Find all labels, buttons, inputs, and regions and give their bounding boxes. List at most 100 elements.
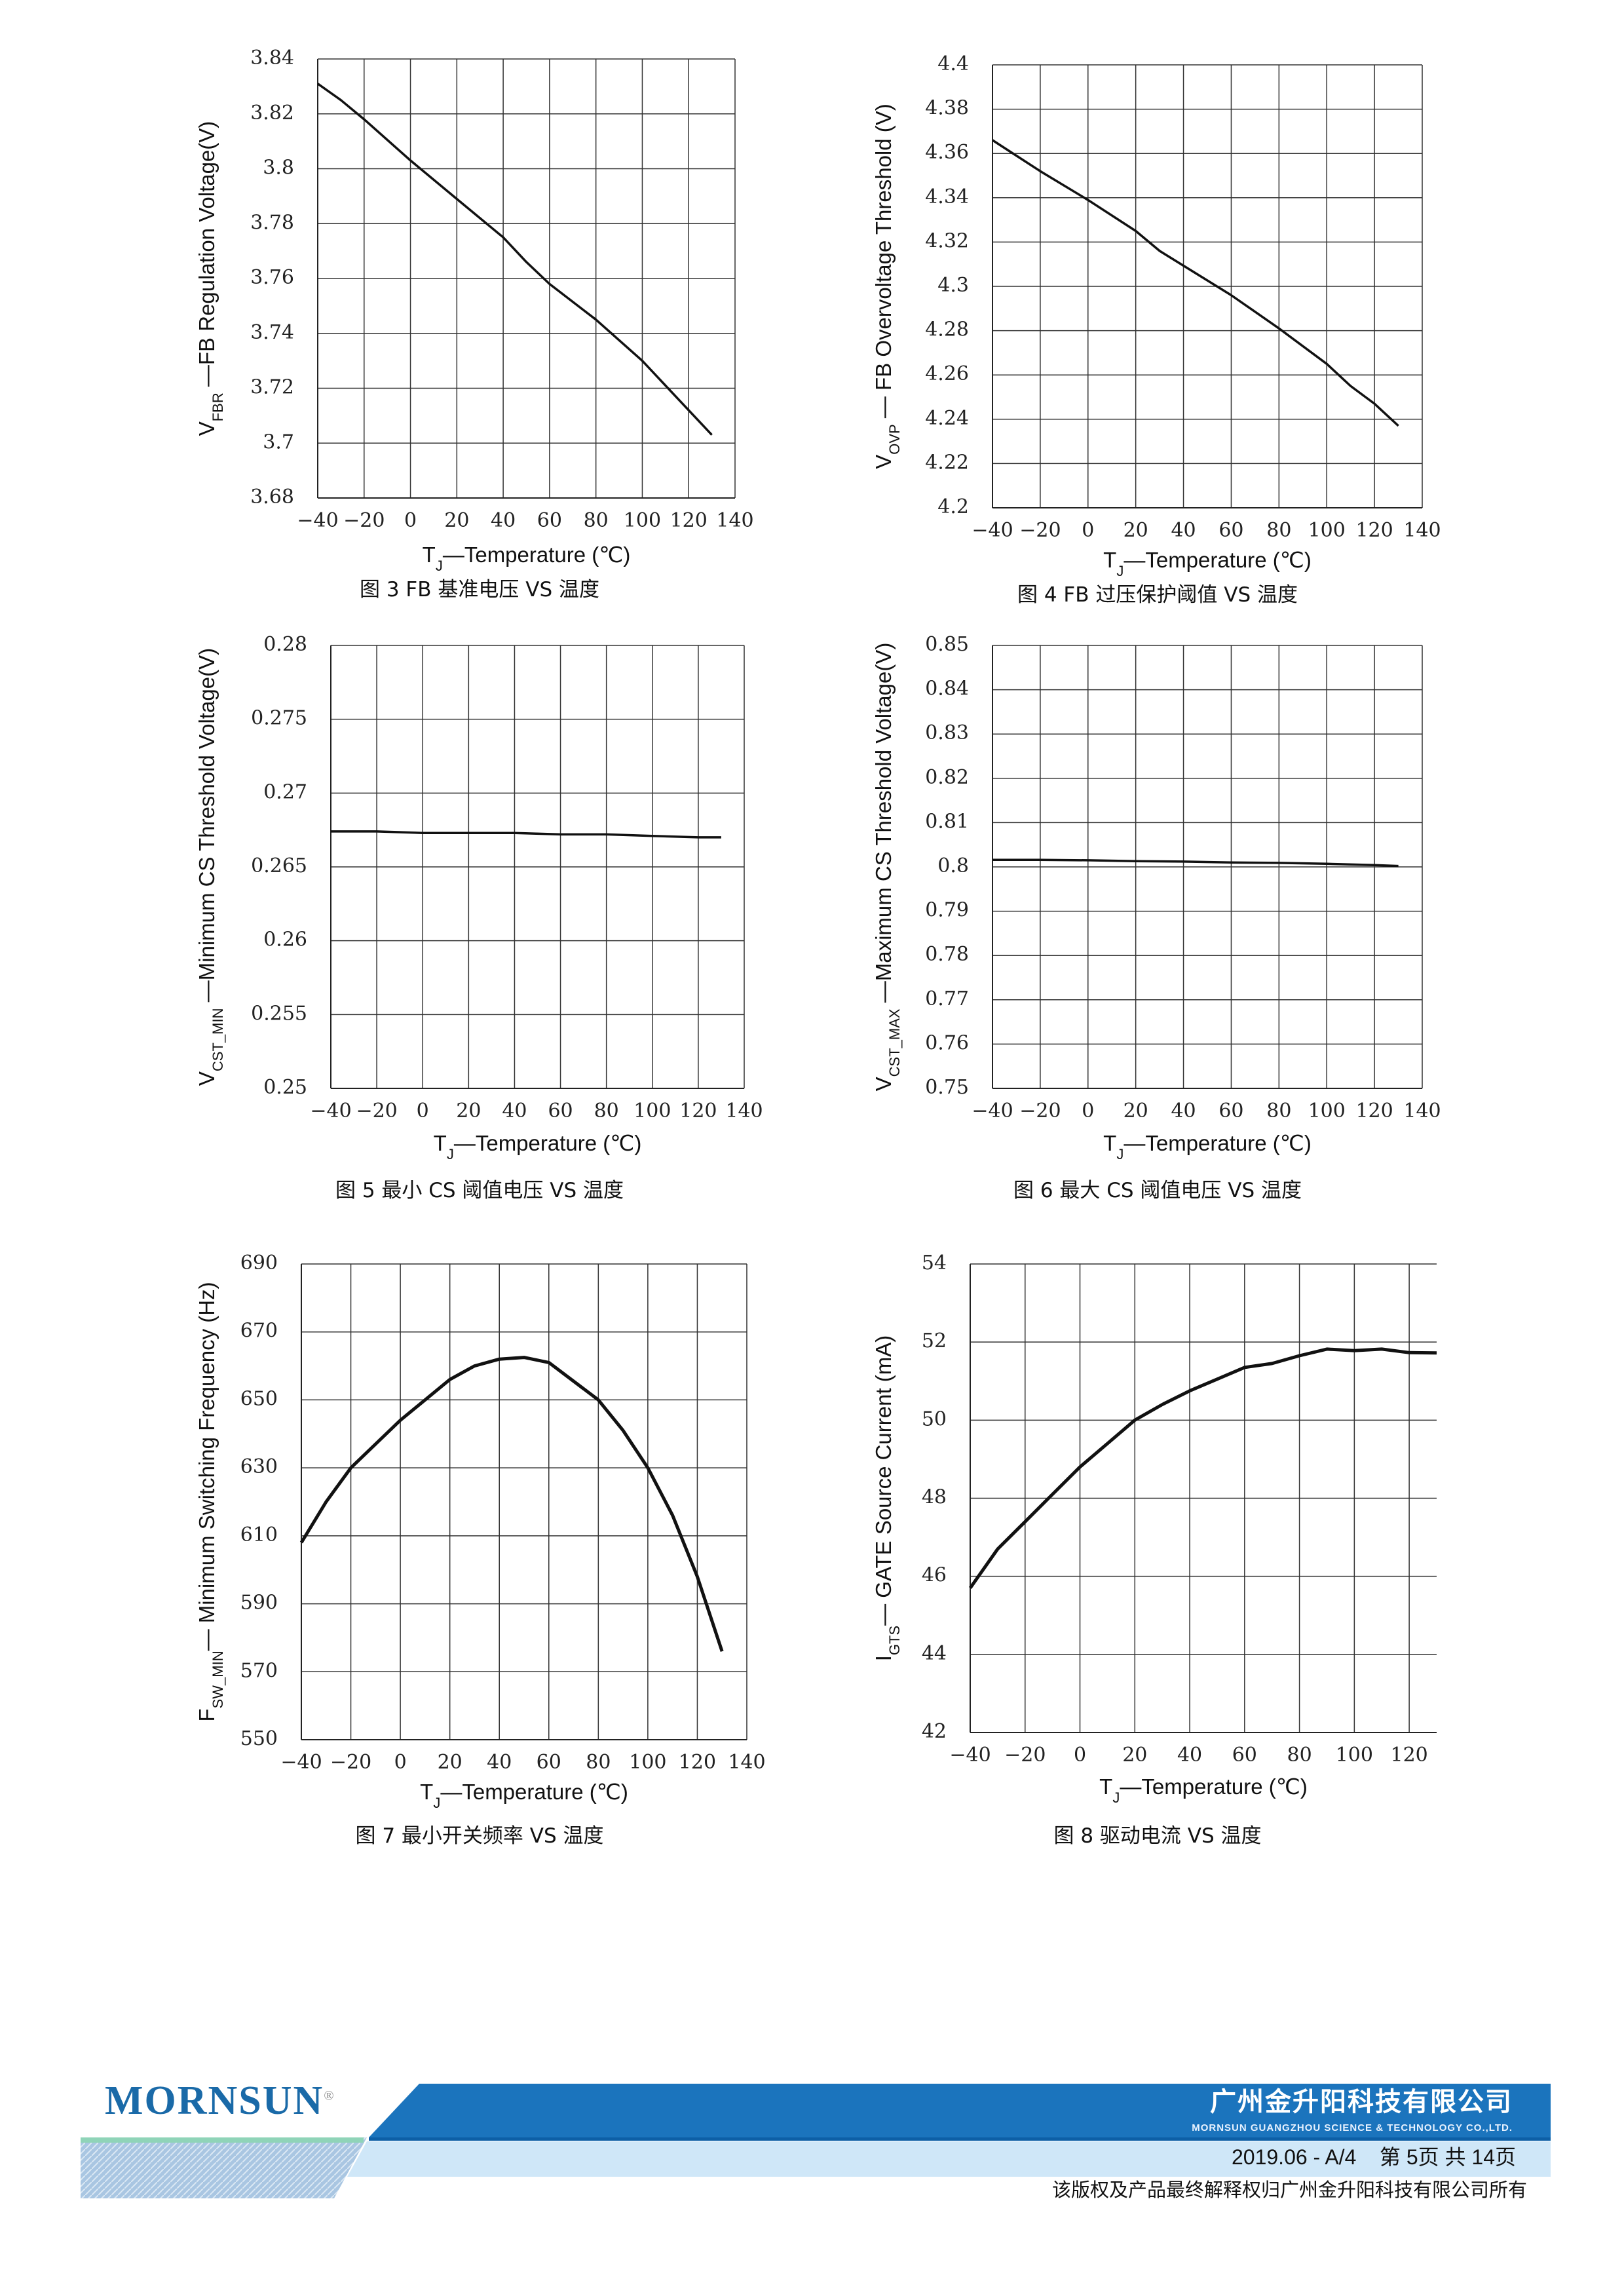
series-line xyxy=(968,1347,1437,1589)
footer-green-stripe xyxy=(81,2137,364,2143)
x-tick-label: 120 xyxy=(679,1100,717,1122)
x-tick-label: 100 xyxy=(633,1100,671,1122)
x-tick-label: 140 xyxy=(725,1100,763,1122)
y-tick-label: 550 xyxy=(240,1727,278,1750)
chart-caption: 图 5 最小 CS 阈值电压 VS 温度 xyxy=(335,1179,624,1202)
y-tick-label: 0.8 xyxy=(937,854,969,877)
y-tick-label: 0.81 xyxy=(925,810,969,833)
y-tick-label: 4.2 xyxy=(937,495,969,518)
x-tick-label: 140 xyxy=(728,1751,765,1774)
y-tick-label: 3.8 xyxy=(263,157,294,180)
x-tick-label: 20 xyxy=(456,1100,481,1122)
x-axis-label-sub: J xyxy=(447,1146,454,1162)
y-tick-label: 4.32 xyxy=(925,229,969,252)
x-tick-label: 60 xyxy=(1218,519,1243,542)
y-tick-label: 4.4 xyxy=(937,52,969,75)
x-tick-label: 100 xyxy=(1336,1744,1373,1767)
x-tick-label: −40 xyxy=(972,1100,1013,1122)
x-axis-label: TJ—Temperature (℃) xyxy=(420,1780,628,1811)
y-tick-label: 3.76 xyxy=(250,266,294,289)
footer-pattern-block xyxy=(81,2137,367,2198)
x-tick-label: 100 xyxy=(629,1751,666,1774)
x-axis-label-rest: —Temperature (℃) xyxy=(454,1131,641,1155)
y-tick-label: 4.22 xyxy=(925,451,969,474)
y-tick-label: 54 xyxy=(922,1252,947,1274)
x-tick-label: 80 xyxy=(584,509,609,532)
x-tick-label: 60 xyxy=(537,509,562,532)
x-tick-label: 40 xyxy=(1171,1100,1196,1122)
x-axis-label-sub: J xyxy=(1112,1789,1120,1806)
footer-blue-band xyxy=(369,2084,1551,2137)
y-tick-label: 4.34 xyxy=(925,185,969,208)
y-tick-label: 4.3 xyxy=(937,274,969,297)
y-axis-label: VCST_MIN —Minimum CS Threshold Voltage(V… xyxy=(195,648,226,1086)
x-axis-label-rest: —Temperature (℃) xyxy=(1124,1131,1311,1155)
x-axis-label: TJ—Temperature (℃) xyxy=(434,1131,642,1162)
x-tick-label: 120 xyxy=(670,509,708,532)
x-axis-label-rest: —Temperature (℃) xyxy=(1124,548,1311,572)
y-tick-label: 0.75 xyxy=(925,1076,969,1099)
x-axis-label-main: T xyxy=(1099,1774,1112,1799)
y-tick-label: 42 xyxy=(922,1720,947,1743)
x-axis-label-rest: —Temperature (℃) xyxy=(440,1780,628,1804)
series-line xyxy=(316,83,713,436)
x-axis-label: TJ—Temperature (℃) xyxy=(423,543,631,574)
x-tick-label: 20 xyxy=(438,1751,463,1774)
chart-5: −40 −20 0 20 40 60 80 100 120 140 0.25 0.255 0.26 0.2… xyxy=(195,633,763,1202)
chart-7: −40 −20 0 20 40 60 80 100 120 140 550 570 590 610 630 6… xyxy=(195,1252,766,1848)
x-axis-label-main: T xyxy=(1103,548,1116,572)
y-tick-label: 630 xyxy=(240,1455,278,1478)
page-number: 第 5页 共 14页 xyxy=(1379,2145,1516,2169)
chart-8: −40 −20 0 20 40 60 80 100 12042444648505254IGTS—… xyxy=(871,1252,1437,1848)
x-tick-label: 120 xyxy=(1355,1100,1393,1122)
chart-caption: 图 3 FB 基准电压 VS 温度 xyxy=(360,578,599,602)
x-axis-label-rest: —Temperature (℃) xyxy=(443,543,630,567)
y-axis-label-sub: CST_MAX xyxy=(886,1008,903,1077)
y-tick-label: 690 xyxy=(240,1252,278,1274)
x-tick-label: 120 xyxy=(1390,1744,1427,1767)
x-axis-label-sub: J xyxy=(433,1795,440,1811)
y-tick-label: 4.26 xyxy=(925,362,969,385)
y-tick-label: 44 xyxy=(922,1642,947,1665)
chart-6: −40 −20 0 20 40 60 80 100 120 140 0.75 0.76 0.77 0.78… xyxy=(871,633,1441,1202)
y-axis-label-main: V xyxy=(195,1071,219,1086)
x-axis-label: TJ—Temperature (℃) xyxy=(1103,548,1312,579)
y-tick-label: 3.84 xyxy=(250,47,294,69)
y-tick-label: 0.28 xyxy=(263,633,307,656)
x-tick-label: 0 xyxy=(1082,519,1094,542)
x-tick-label: 0 xyxy=(404,509,417,532)
y-tick-label: 0.77 xyxy=(925,987,969,1010)
x-axis-label-main: T xyxy=(434,1131,447,1155)
y-axis-label: VCST_MAX —Maximum CS Threshold Voltage(V… xyxy=(871,643,903,1092)
y-tick-label: 52 xyxy=(922,1330,947,1352)
y-axis-label-rest: —Maximum CS Threshold Voltage(V) xyxy=(871,643,896,1009)
y-tick-label: 610 xyxy=(240,1523,278,1546)
x-tick-label: −40 xyxy=(280,1751,322,1774)
chart-4: −40 −20 0 20 40 60 80 100 120 140 4.2 4.22 4.24 4.26 4… xyxy=(871,52,1441,607)
x-tick-label: 80 xyxy=(586,1751,611,1774)
y-axis-label-main: F xyxy=(195,1708,219,1721)
chart-caption: 图 7 最小开关频率 VS 温度 xyxy=(355,1824,603,1848)
x-tick-label: 140 xyxy=(1403,1100,1441,1122)
y-tick-label: 0.82 xyxy=(925,766,969,789)
y-tick-label: 0.26 xyxy=(263,928,307,951)
mornsun-logo: MORNSUN® xyxy=(105,2078,335,2123)
chart-caption: 图 6 最大 CS 阈值电压 VS 温度 xyxy=(1013,1179,1302,1202)
y-tick-label: 0.79 xyxy=(925,899,969,922)
x-tick-label: 0 xyxy=(1082,1100,1094,1122)
chart-3: −40 −20 0 20 40 60 80 100 120 140 3.68 3.7 3.72 3.74 3… xyxy=(195,47,754,602)
y-tick-label: 50 xyxy=(922,1407,947,1430)
y-tick-label: 0.84 xyxy=(925,678,969,700)
version: 2019.06 - A/4 xyxy=(1231,2145,1357,2169)
y-axis-label: IGTS— GATE Source Current (mA) xyxy=(871,1335,903,1662)
version-page-info: 2019.06 - A/4 第 5页 共 14页 xyxy=(1232,2147,1516,2168)
company-name-cn: 广州金升阳科技有限公司 xyxy=(1210,2087,1513,2117)
x-tick-label: 20 xyxy=(1124,519,1148,542)
y-axis-label: FSW_MIN— Minimum Switching Frequency (Hz… xyxy=(195,1282,226,1721)
y-tick-label: 670 xyxy=(240,1320,278,1343)
series-line xyxy=(331,830,721,839)
x-tick-label: 80 xyxy=(594,1100,619,1122)
y-tick-label: 3.74 xyxy=(250,321,294,344)
